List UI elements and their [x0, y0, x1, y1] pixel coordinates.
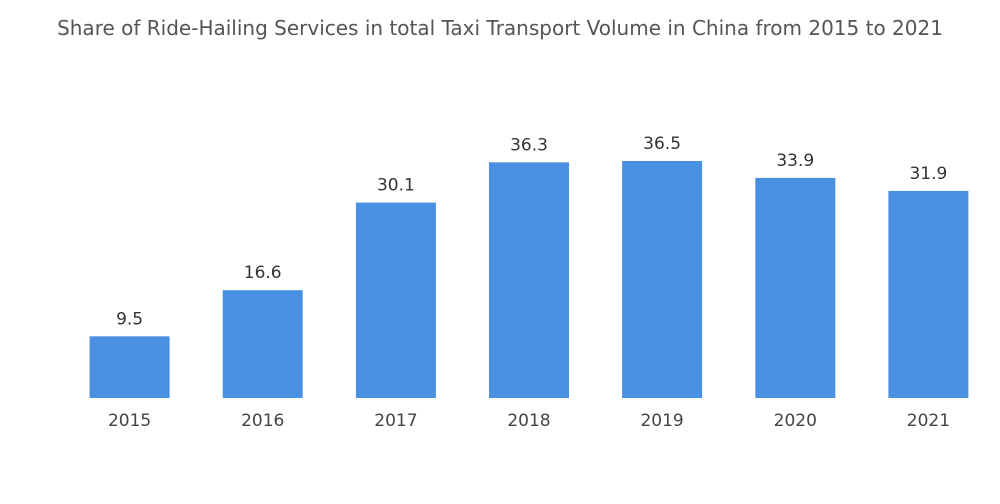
x-tick-label-2017: 2017 [374, 411, 417, 431]
data-label-2018: 36.3 [510, 135, 548, 155]
bar-2020 [755, 177, 836, 398]
bar-2016 [222, 290, 303, 398]
x-tick-label-2021: 2021 [907, 411, 950, 431]
bar-2019 [622, 161, 703, 398]
data-label-2020: 33.9 [776, 151, 814, 171]
x-tick-label-2020: 2020 [774, 411, 817, 431]
data-label-2021: 31.9 [909, 164, 947, 184]
x-tick-label-2019: 2019 [640, 411, 683, 431]
bar-group [89, 161, 969, 398]
data-label-2019: 36.5 [643, 134, 681, 154]
chart-title: Share of Ride-Hailing Services in total … [57, 16, 943, 40]
x-tick-label-2015: 2015 [108, 411, 151, 431]
data-label-2017: 30.1 [377, 176, 415, 196]
bar-2021 [888, 190, 969, 398]
bar-2017 [355, 202, 436, 398]
data-label-2016: 16.6 [244, 263, 282, 283]
x-tick-label-2018: 2018 [507, 411, 550, 431]
x-tick-label-2016: 2016 [241, 411, 284, 431]
x-axis-tick-group: 2015 2016 2017 2018 2019 2020 2021 [108, 411, 950, 431]
bar-2018 [489, 162, 569, 398]
value-label-group: 9.5 16.6 30.1 36.3 36.5 33.9 31.9 [116, 134, 947, 329]
bar-2015 [89, 336, 170, 398]
data-label-2015: 9.5 [116, 309, 143, 329]
